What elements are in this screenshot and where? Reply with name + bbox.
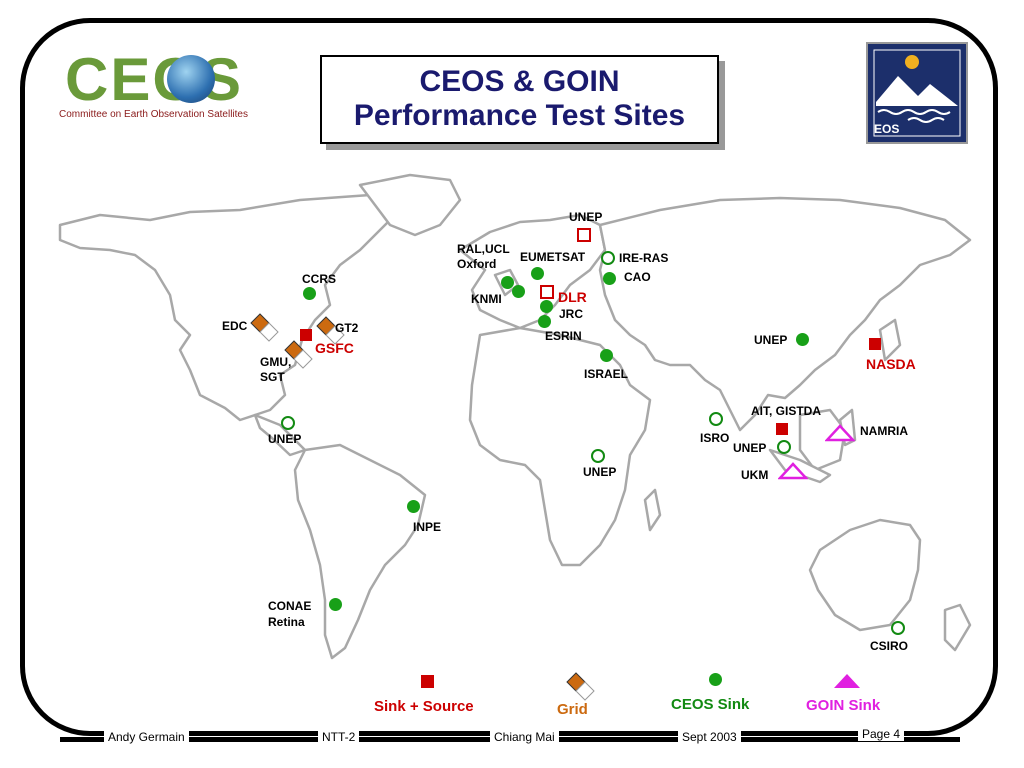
site-marker-namria [825,424,855,442]
site-label: GSFC [315,340,354,356]
site-label: AIT, GISTDA [751,404,822,418]
site-label: GMU, [260,355,292,369]
site-label: INPE [413,520,442,534]
ceos-logo: CEOS Committee on Earth Observation Sate… [55,45,275,125]
site-label: ESRIN [545,329,582,343]
site-marker-ral-ucl [501,276,514,289]
site-marker-nasda [869,338,881,350]
site-marker-unep-north [577,228,591,242]
site-marker-edc [250,313,279,342]
australia-outline [808,518,922,632]
site-label: Retina [268,615,305,629]
site-label: DLR [558,289,587,305]
site-marker-dlr [540,285,554,299]
eos-emblem-icon [873,49,961,137]
site-marker-gmu-sgt [284,340,313,369]
site-label: UNEP [268,432,302,446]
site-marker-csiro [891,621,905,635]
site-marker-inpe [407,500,420,513]
site-label: SGT [260,370,285,384]
slide-footer: Andy Germain NTT-2 Chiang Mai Sept 2003 … [60,727,960,749]
site-marker-israel [600,349,613,362]
site-label: ISRO [700,431,730,445]
title-line-1: CEOS & GOIN [419,65,620,98]
site-marker-unep-sea [777,440,791,454]
site-marker-ukm [778,462,808,480]
site-label: Oxford [457,257,497,271]
site-label: CSIRO [870,639,909,653]
asia-outline [598,196,972,432]
site-marker-eumetsat [531,267,544,280]
site-label: UNEP [754,333,788,347]
site-label: ISRAEL [584,367,629,381]
site-label: CAO [624,270,651,284]
site-label: CONAE [268,599,312,613]
site-label: UKM [741,468,769,482]
borneo-outline [798,408,847,472]
legend-goin-sink-icon [834,674,860,688]
eos-logo-text: EOS [874,122,900,136]
site-marker-unep-africa [591,449,605,463]
site-label: UNEP [569,210,603,224]
greenland-outline [358,173,462,237]
legend-sink-source-icon [421,675,434,688]
footer-date: Sept 2003 [678,730,741,744]
site-label: NASDA [866,356,916,372]
site-marker-cao [603,272,616,285]
legend-label-ceos-sink: CEOS Sink [671,696,750,713]
legend-label-goin-sink: GOIN Sink [806,697,881,714]
ceos-logo-word: CEOS [65,46,244,113]
site-label: KNMI [471,292,502,306]
world-map [58,173,972,660]
site-label: GT2 [335,321,359,335]
site-marker-unep-china [796,333,809,346]
footer-author: Andy Germain [104,730,189,744]
site-label: NAMRIA [860,424,908,438]
legend-ceos-sink-icon [709,673,722,686]
site-marker-ait-gistda [776,423,788,435]
site-label: EDC [222,319,248,333]
indonesia-outline [768,448,832,484]
site-label: EUMETSAT [520,250,586,264]
site-marker-conae [329,598,342,611]
legend-grid-icon [566,672,595,701]
site-marker-isro [709,412,723,426]
south-america-outline [293,443,427,660]
ceos-logo-subtitle: Committee on Earth Observation Satellite… [59,109,248,120]
madagascar-outline [643,488,662,532]
japan-outline [878,318,902,362]
legend-label-grid: Grid [557,701,588,718]
site-marker-oxford [512,285,525,298]
legend-label-sink-source: Sink + Source [374,698,474,715]
footer-page: Page 4 [858,727,905,741]
site-label: JRC [559,307,584,321]
site-marker-unep-mexico [281,416,295,430]
site-marker-ire-ras [601,251,615,265]
site-marker-jrc [540,300,553,313]
site-marker-ccrs [303,287,316,300]
site-label: CCRS [302,272,337,286]
north-america-outline [58,193,402,422]
site-label: UNEP [733,441,767,455]
globe-icon [167,55,215,103]
africa-outline [468,326,652,567]
eos-logo: EOS [866,42,968,144]
footer-meeting: NTT-2 [318,730,360,744]
title-box: CEOS & GOIN Performance Test Sites [320,55,719,144]
site-label: RAL,UCL [457,242,510,256]
site-label: UNEP [583,465,617,479]
title-line-2: Performance Test Sites [353,99,686,132]
new-zealand-outline [943,603,972,652]
site-marker-gsfc [300,329,312,341]
footer-location: Chiang Mai [490,730,559,744]
site-label: IRE-RAS [619,251,669,265]
site-marker-gt2 [316,316,345,345]
site-marker-esrin [538,315,551,328]
